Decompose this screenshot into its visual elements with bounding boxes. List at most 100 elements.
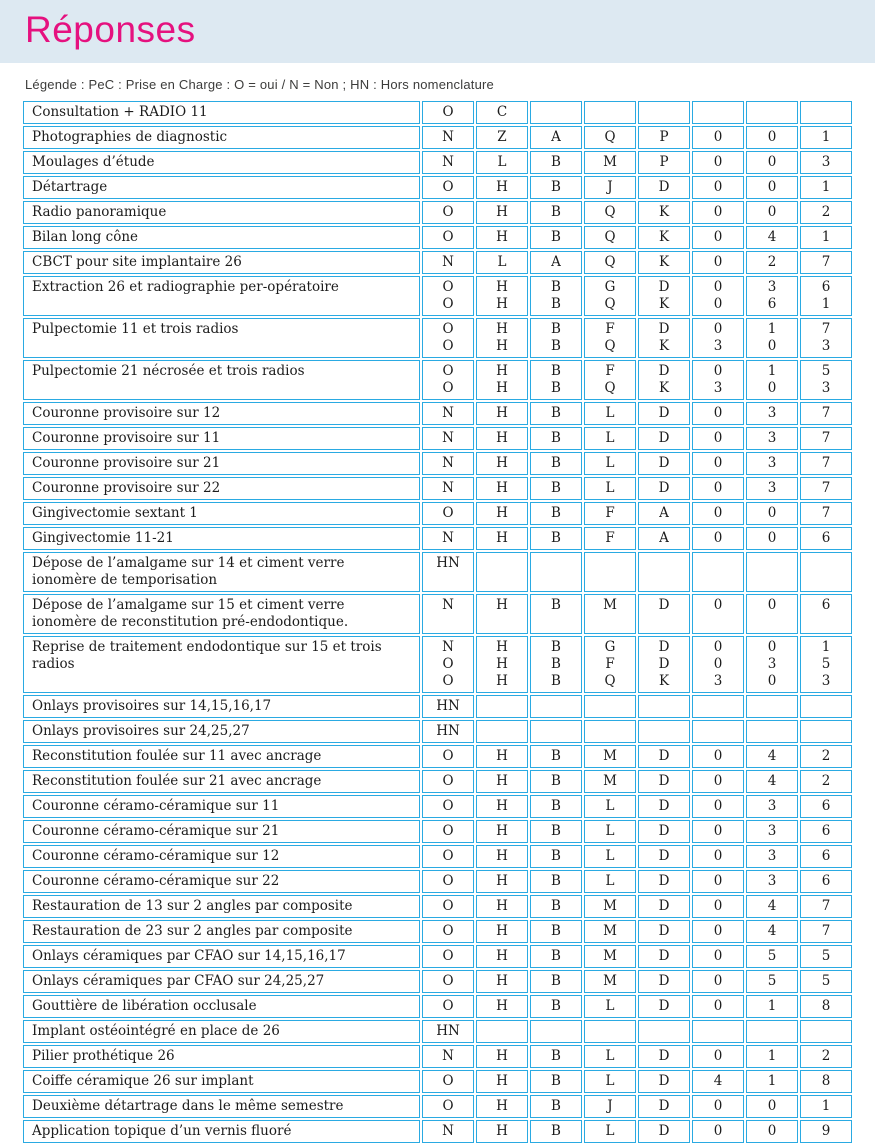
value-line: 0 [767, 129, 777, 145]
value-line: 6 [821, 597, 831, 613]
value-line: O [442, 798, 454, 814]
value-line: 0 [713, 597, 723, 613]
value-cell [692, 552, 744, 592]
value-line: H [496, 923, 508, 939]
value-line: 1 [767, 1073, 777, 1089]
value-line: 7 [821, 321, 831, 337]
procedure-label: Couronne provisoire sur 22 [23, 477, 420, 500]
value-cell: 0 [692, 251, 744, 274]
table-row: CBCT pour site implantaire 26 N L A Q K 0 2 7 [23, 251, 852, 274]
value-line: O [442, 505, 454, 521]
table-row: Couronne provisoire sur 12 N H B L D 0 3 7 [23, 402, 852, 425]
value-cell: H [476, 1070, 528, 1093]
value-line: 3 [713, 673, 723, 689]
table-row: Consultation + RADIO 11 O C [23, 101, 852, 124]
value-cell: H [476, 845, 528, 868]
value-line: H [496, 229, 508, 245]
value-cell: HN [422, 1020, 474, 1043]
value-cell [476, 695, 528, 718]
value-line: O [442, 380, 454, 396]
value-line: 0 [713, 1123, 723, 1139]
value-cell: 3 [746, 870, 798, 893]
procedure-label: Pulpectomie 11 et trois radios [23, 318, 420, 358]
value-cell: B [530, 970, 582, 993]
value-line: 0 [767, 204, 777, 220]
value-cell: D [638, 1120, 690, 1143]
table-row: Application topique d’un vernis fluoré N H… [23, 1120, 852, 1143]
value-line: H [496, 380, 508, 396]
value-line: B [551, 405, 561, 421]
value-cell: H [476, 477, 528, 500]
value-cell [584, 720, 636, 743]
value-line: B [551, 179, 561, 195]
value-line: K [658, 204, 670, 220]
value-cell: H [476, 1120, 528, 1143]
value-cell: M [584, 920, 636, 943]
value-line: B [551, 321, 561, 337]
value-line: D [658, 179, 670, 195]
value-line: B [551, 530, 561, 546]
value-line: M [603, 948, 617, 964]
value-cell [476, 1020, 528, 1043]
answers-table: Consultation + RADIO 11 O C Photographies d… [21, 99, 854, 1145]
value-line: O [442, 948, 454, 964]
value-line: B [551, 296, 561, 312]
procedure-label: Reconstitution foulée sur 11 avec ancrag… [23, 745, 420, 768]
value-line: 5 [821, 973, 831, 989]
value-cell: 2 [746, 251, 798, 274]
value-line: 2 [821, 1048, 831, 1064]
value-line: F [605, 530, 615, 546]
value-line: 0 [713, 873, 723, 889]
value-line: F [605, 321, 615, 337]
value-line: L [605, 873, 615, 889]
value-line: M [603, 973, 617, 989]
table-row: Onlays provisoires sur 14,15,16,17 HN [23, 695, 852, 718]
value-cell: 7 [800, 895, 852, 918]
value-cell: L [476, 251, 528, 274]
value-cell [584, 695, 636, 718]
value-line: 3 [767, 480, 777, 496]
value-line: 3 [821, 154, 831, 170]
value-cell: 0 [746, 594, 798, 634]
value-line: 3 [767, 873, 777, 889]
table-row: Couronne céramo-céramique sur 11 O H B L D 0 3 6 [23, 795, 852, 818]
value-cell: 0 [692, 920, 744, 943]
value-cell [584, 1020, 636, 1043]
value-line: L [605, 823, 615, 839]
value-cell: 3 [746, 845, 798, 868]
value-line: D [658, 873, 670, 889]
page-title: Réponses [25, 9, 196, 50]
table-row: Extraction 26 et radiographie per-opérat… [23, 276, 852, 316]
value-line: 7 [821, 405, 831, 421]
value-line: 3 [767, 798, 777, 814]
value-cell [638, 695, 690, 718]
value-cell: O [422, 895, 474, 918]
value-cell: D [638, 745, 690, 768]
value-cell: H [476, 427, 528, 450]
procedure-label: Extraction 26 et radiographie per-opérat… [23, 276, 420, 316]
value-line: F [605, 656, 615, 672]
value-line: O [442, 279, 454, 295]
value-cell: M [584, 745, 636, 768]
value-line: B [551, 773, 561, 789]
value-cell: 6 [800, 594, 852, 634]
value-cell: A [530, 251, 582, 274]
value-cell: A [638, 502, 690, 525]
value-line: 3 [767, 455, 777, 471]
table-row: Reprise de traitement endodontique sur 1… [23, 636, 852, 693]
value-cell: 0 [692, 1045, 744, 1068]
value-line: H [496, 363, 508, 379]
value-cell: B [530, 226, 582, 249]
value-cell: 0 [692, 745, 744, 768]
value-line: H [496, 430, 508, 446]
procedure-label: Couronne céramo-céramique sur 21 [23, 820, 420, 843]
value-line: D [658, 639, 670, 655]
value-line: A [659, 505, 669, 521]
